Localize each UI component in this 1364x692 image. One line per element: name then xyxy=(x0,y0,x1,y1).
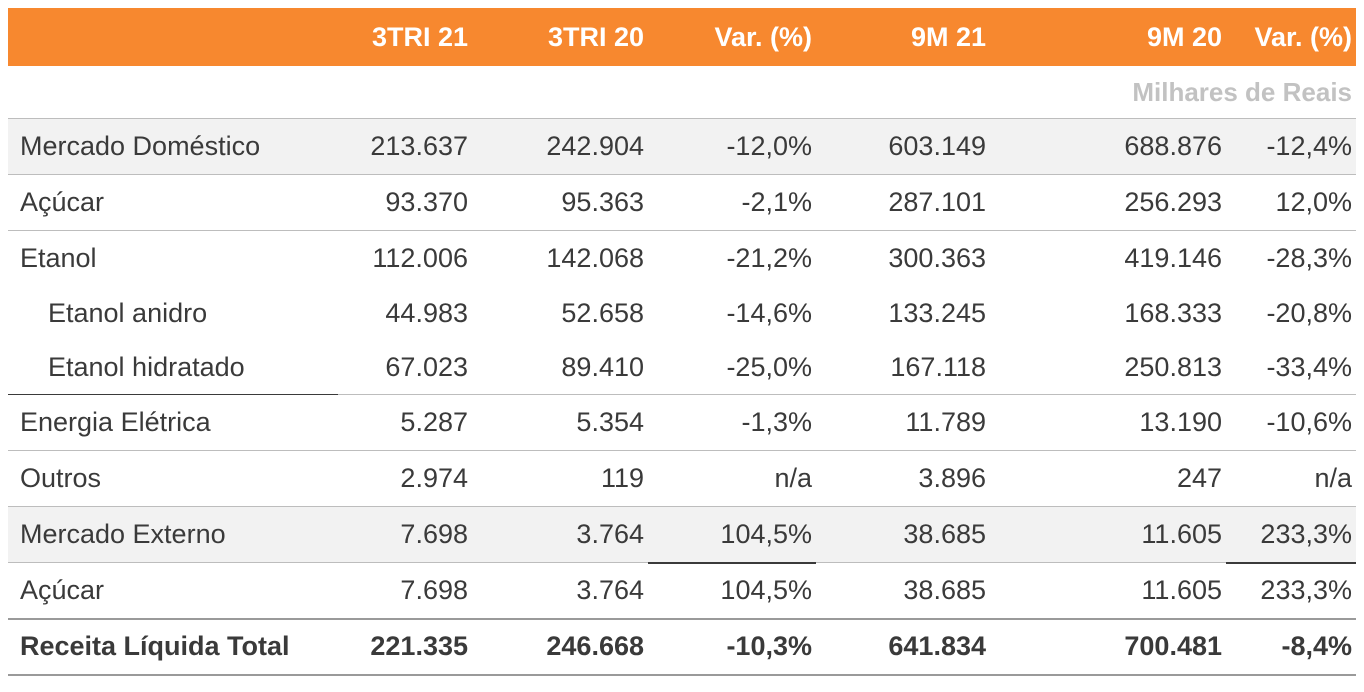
row-label: Mercado Doméstico xyxy=(8,118,338,175)
row-label: Etanol xyxy=(8,230,338,287)
cell-3tri21: 67.023 xyxy=(385,351,468,382)
table-row-outros: Outros 2.974 119 n/a 3.896 247 n/a xyxy=(8,450,1356,507)
cell-var-quarter: -12,0% xyxy=(648,118,816,175)
cell-9m21: 133.245 xyxy=(888,298,986,328)
cell-3tri20: 3.764 xyxy=(472,562,648,619)
cell-3tri20: 52.658 xyxy=(561,298,644,328)
cell-3tri21: 44.983 xyxy=(385,298,468,328)
table-row-etanol: Etanol 112.006 142.068 -21,2% 300.363 41… xyxy=(8,230,1356,287)
header-var-9m: Var. (%) xyxy=(1226,8,1356,66)
row-label: Energia Elétrica xyxy=(8,394,338,451)
cell-9m20: 256.293 xyxy=(990,174,1226,231)
table-row-acucar-domestico: Açúcar 93.370 95.363 -2,1% 287.101 256.2… xyxy=(8,174,1356,231)
units-row: Milhares de Reais xyxy=(8,66,1356,119)
revenue-table: 3TRI 21 3TRI 20 Var. (%) 9M 21 9M 20 Var… xyxy=(8,8,1356,676)
total-9m21: 641.834 xyxy=(816,617,990,676)
cell-9m20: 168.333 xyxy=(1124,298,1222,328)
table-row-total: Receita Líquida Total 221.335 246.668 -1… xyxy=(8,617,1356,676)
cell-var-quarter: -21,2% xyxy=(648,230,816,287)
cell-9m21: 603.149 xyxy=(816,118,990,175)
table-header-row: 3TRI 21 3TRI 20 Var. (%) 9M 21 9M 20 Var… xyxy=(8,8,1356,66)
cell-9m21: 300.363 xyxy=(816,230,990,287)
cell-9m21: 3.896 xyxy=(816,450,990,507)
table-row-etanol-anidro: Etanol anidro 44.983 52.658 -14,6% 133.2… xyxy=(8,287,1356,341)
table-row-mercado-externo: Mercado Externo 7.698 3.764 104,5% 38.68… xyxy=(8,506,1356,563)
cell-3tri20: 5.354 xyxy=(472,394,648,451)
total-3tri20: 246.668 xyxy=(472,617,648,676)
cell-9m20: 11.605 xyxy=(990,562,1226,619)
cell-9m20: 13.190 xyxy=(990,394,1226,451)
cell-var-quarter: 104,5% xyxy=(648,561,816,619)
cell-9m21: 167.118 xyxy=(890,351,986,382)
cell-var-quarter: 104,5% xyxy=(648,506,816,563)
cell-3tri21: 7.698 xyxy=(338,506,472,563)
cell-9m21: 38.685 xyxy=(816,562,990,619)
cell-var-9m: -33,4% xyxy=(1266,351,1352,382)
cell-3tri21: 93.370 xyxy=(338,174,472,231)
cell-var-9m: n/a xyxy=(1226,450,1356,507)
cell-var-quarter: -25,0% xyxy=(726,351,812,382)
cell-var-quarter: -14,6% xyxy=(726,298,812,328)
cell-3tri21: 213.637 xyxy=(338,118,472,175)
header-var-quarter: Var. (%) xyxy=(648,8,816,66)
row-label: Açúcar xyxy=(8,174,338,231)
cell-3tri21: 112.006 xyxy=(338,230,472,287)
cell-9m21: 38.685 xyxy=(816,506,990,563)
total-var-quarter: -10,3% xyxy=(648,617,816,676)
row-label: Mercado Externo xyxy=(8,506,338,563)
table-row-etanol-hidratado: Etanol hidratado 67.023 89.410 -25,0% 16… xyxy=(8,340,1356,395)
table-row-energia-eletrica: Energia Elétrica 5.287 5.354 -1,3% 11.78… xyxy=(8,394,1356,451)
cell-var-quarter: -2,1% xyxy=(648,174,816,231)
cell-3tri20: 89.410 xyxy=(561,351,644,382)
cell-3tri20: 3.764 xyxy=(472,506,648,563)
cell-3tri20: 242.904 xyxy=(472,118,648,175)
cell-9m20: 688.876 xyxy=(990,118,1226,175)
cell-3tri21: 5.287 xyxy=(338,394,472,451)
header-9m21: 9M 21 xyxy=(816,8,990,66)
cell-3tri21: 7.698 xyxy=(338,562,472,619)
cell-var-9m: -20,8% xyxy=(1266,298,1352,328)
cell-9m21: 11.789 xyxy=(816,394,990,451)
cell-var-9m: -28,3% xyxy=(1226,230,1356,287)
cell-var-quarter: -1,3% xyxy=(648,394,816,451)
units-label: Milhares de Reais xyxy=(1132,76,1352,107)
cell-var-9m: 233,3% xyxy=(1226,506,1356,563)
header-9m20: 9M 20 xyxy=(990,8,1226,66)
cell-var-quarter: n/a xyxy=(648,450,816,507)
cell-9m20: 11.605 xyxy=(990,506,1226,563)
cell-3tri20: 95.363 xyxy=(472,174,648,231)
header-3tri20: 3TRI 20 xyxy=(472,8,648,66)
header-label-cell xyxy=(8,8,338,66)
cell-9m20: 250.813 xyxy=(1124,351,1222,382)
cell-9m20: 419.146 xyxy=(990,230,1226,287)
total-3tri21: 221.335 xyxy=(338,617,472,676)
cell-var-9m: 233,3% xyxy=(1226,561,1356,619)
cell-var-9m: -10,6% xyxy=(1226,394,1356,451)
cell-3tri20: 119 xyxy=(472,450,648,507)
cell-9m20: 247 xyxy=(990,450,1226,507)
cell-3tri20: 142.068 xyxy=(472,230,648,287)
row-label: Etanol anidro xyxy=(48,298,208,328)
cell-var-9m: -12,4% xyxy=(1226,118,1356,175)
row-label: Outros xyxy=(8,450,338,507)
table-row-acucar-externo: Açúcar 7.698 3.764 104,5% 38.685 11.605 … xyxy=(8,561,1356,619)
header-3tri21: 3TRI 21 xyxy=(338,8,472,66)
total-9m20: 700.481 xyxy=(990,617,1226,676)
cell-var-9m: 12,0% xyxy=(1226,174,1356,231)
cell-9m21: 287.101 xyxy=(816,174,990,231)
total-label: Receita Líquida Total xyxy=(8,617,338,676)
total-var-9m: -8,4% xyxy=(1226,617,1356,676)
row-label: Açúcar xyxy=(8,562,338,619)
table-row-mercado-domestico: Mercado Doméstico 213.637 242.904 -12,0%… xyxy=(8,118,1356,175)
cell-3tri21: 2.974 xyxy=(338,450,472,507)
row-label: Etanol hidratado xyxy=(8,340,338,395)
